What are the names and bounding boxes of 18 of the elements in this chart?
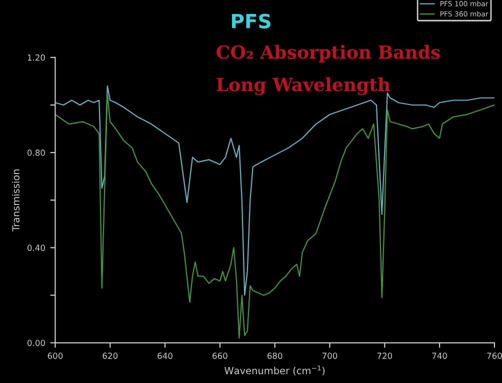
annotation: CO₂ Absorption Bands [216,44,440,62]
x-tick-label: 760 [487,352,502,359]
x-tick-label: 660 [212,352,228,359]
x-tick-label: 700 [322,352,338,359]
y-tick-label: 0.00 [27,340,45,346]
annotation: Long Wavelength [216,77,390,96]
x-tick-label: 600 [48,352,63,359]
y-axis-title: Transmission [12,170,20,232]
x-tick-label: 720 [377,352,392,359]
x-tick-label: 680 [267,352,282,359]
x-tick-label: 640 [158,352,172,359]
x-axis-title: Wavenumber (cm$^{−1}$) [224,365,325,376]
x-tick-label: 620 [102,352,118,359]
chart-title: PFS [232,14,270,28]
y-tick-label: 0.80 [27,150,45,156]
y-tick-label: 0.40 [27,244,45,251]
x-tick-label: 740 [432,352,447,359]
y-tick-label: 1.20 [28,54,45,61]
